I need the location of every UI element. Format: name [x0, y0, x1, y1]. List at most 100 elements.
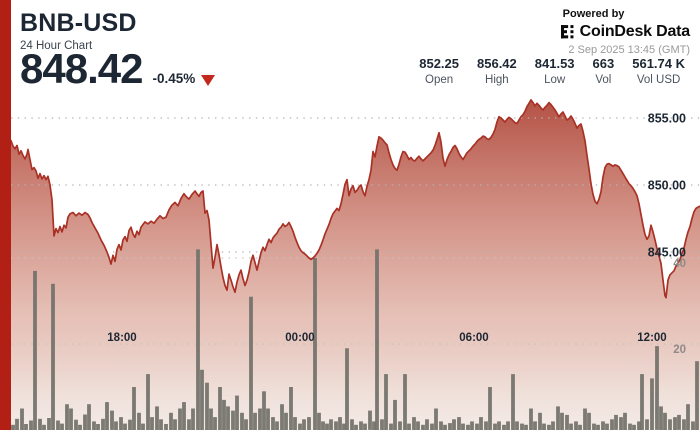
volume-bar	[141, 423, 145, 430]
volume-bar	[565, 414, 569, 430]
volume-bar	[533, 421, 537, 430]
volume-bar	[659, 406, 663, 430]
volume-bar	[74, 419, 78, 430]
volume-bar	[403, 374, 407, 430]
volume-bar	[551, 421, 555, 430]
volume-bar	[38, 418, 42, 430]
ohlc-stats-row: 852.25 Open 856.42 High 841.53 Low 663 V…	[410, 56, 694, 86]
volume-bar	[515, 421, 519, 430]
time-axis-label: 00:00	[285, 332, 314, 344]
volume-bar	[178, 408, 182, 430]
volume-bar	[407, 423, 411, 430]
price-change-percent: -0.45%	[152, 71, 196, 86]
volume-bar	[368, 410, 372, 430]
volume-bar	[350, 419, 354, 430]
volume-bar	[150, 417, 154, 430]
volume-bar	[110, 410, 114, 430]
volume-bar	[271, 417, 275, 430]
volume-bar	[258, 408, 262, 430]
volume-bar	[317, 412, 321, 430]
price-axis-label: 855.00	[648, 112, 686, 126]
coindesk-logo-icon	[560, 25, 574, 39]
volume-bar	[11, 424, 15, 430]
volume-bar	[29, 420, 33, 430]
volume-bar	[542, 423, 546, 430]
volume-bar	[218, 387, 222, 430]
volume-bar	[668, 419, 672, 430]
volume-bar	[262, 391, 266, 430]
volume-bar	[682, 419, 686, 430]
volume-axis-label: 40	[673, 258, 686, 270]
stat-open: 852.25 Open	[410, 56, 468, 86]
volume-bar	[196, 249, 200, 430]
volume-bar	[380, 419, 384, 430]
volume-bar	[497, 421, 501, 430]
volume-bar	[96, 424, 100, 430]
volume-bar	[439, 421, 443, 430]
volume-bar	[342, 423, 346, 430]
volume-bar	[574, 421, 578, 430]
volume-bar	[164, 424, 168, 430]
volume-bar	[623, 412, 627, 430]
volume-bar	[65, 404, 69, 430]
stat-high: 856.42 High	[468, 56, 526, 86]
volume-bar	[596, 424, 600, 430]
volume-bar	[637, 421, 641, 430]
volume-bar	[640, 374, 644, 430]
volume-bar	[384, 374, 388, 430]
volume-bar	[307, 417, 311, 430]
volume-bar	[226, 406, 230, 430]
volume-bar	[325, 423, 329, 430]
volume-bar	[398, 421, 402, 430]
stat-open-value: 852.25	[419, 56, 459, 71]
stat-vol-value: 663	[592, 56, 615, 71]
volume-bar	[114, 421, 118, 430]
volume-bar	[547, 424, 551, 430]
volume-bar	[502, 424, 506, 430]
volume-bar	[128, 419, 132, 430]
price-line	[10, 99, 700, 299]
volume-bar	[235, 395, 239, 430]
volume-bar	[538, 412, 542, 430]
stat-low-label: Low	[544, 74, 566, 86]
volume-bar	[628, 423, 632, 430]
volume-bar	[691, 421, 695, 430]
volume-bar	[191, 408, 195, 430]
volume-bar	[619, 417, 623, 430]
volume-bar	[359, 421, 363, 430]
stat-vol-usd-label: Vol USD	[636, 74, 681, 86]
price-down-triangle-icon	[201, 75, 216, 86]
volume-bar	[578, 424, 582, 430]
volume-bar	[389, 423, 393, 430]
volume-bar	[645, 419, 649, 430]
volume-bar	[173, 419, 177, 430]
volume-bar	[284, 412, 288, 430]
volume-bar	[321, 421, 325, 430]
volume-bar	[266, 408, 270, 430]
volume-bar	[92, 421, 96, 430]
volume-bar	[506, 421, 510, 430]
quote-timestamp: 2 Sep 2025 13:45 (GMT)	[568, 44, 690, 56]
volume-bar	[587, 412, 591, 430]
volume-bar	[345, 348, 349, 430]
volume-bar	[69, 408, 73, 430]
volume-axis-label: 20	[673, 344, 686, 356]
volume-bar	[452, 419, 456, 430]
volume-bar	[298, 423, 302, 430]
volume-bar	[169, 412, 173, 430]
coindesk-data-logo[interactable]: CoinDesk Data	[560, 23, 690, 41]
stat-high-value: 856.42	[477, 56, 517, 71]
volume-bar	[123, 423, 127, 430]
volume-bar	[213, 417, 217, 430]
time-axis-label: 06:00	[459, 332, 488, 344]
time-axis-label: 18:00	[107, 332, 136, 344]
stat-low: 841.53 Low	[526, 56, 584, 86]
volume-bar	[556, 406, 560, 430]
volume-bar	[430, 423, 434, 430]
volume-bar	[209, 408, 213, 430]
volume-bar	[302, 419, 306, 430]
volume-bar	[56, 420, 60, 430]
volume-bar	[334, 421, 338, 430]
volume-bar	[205, 382, 209, 430]
